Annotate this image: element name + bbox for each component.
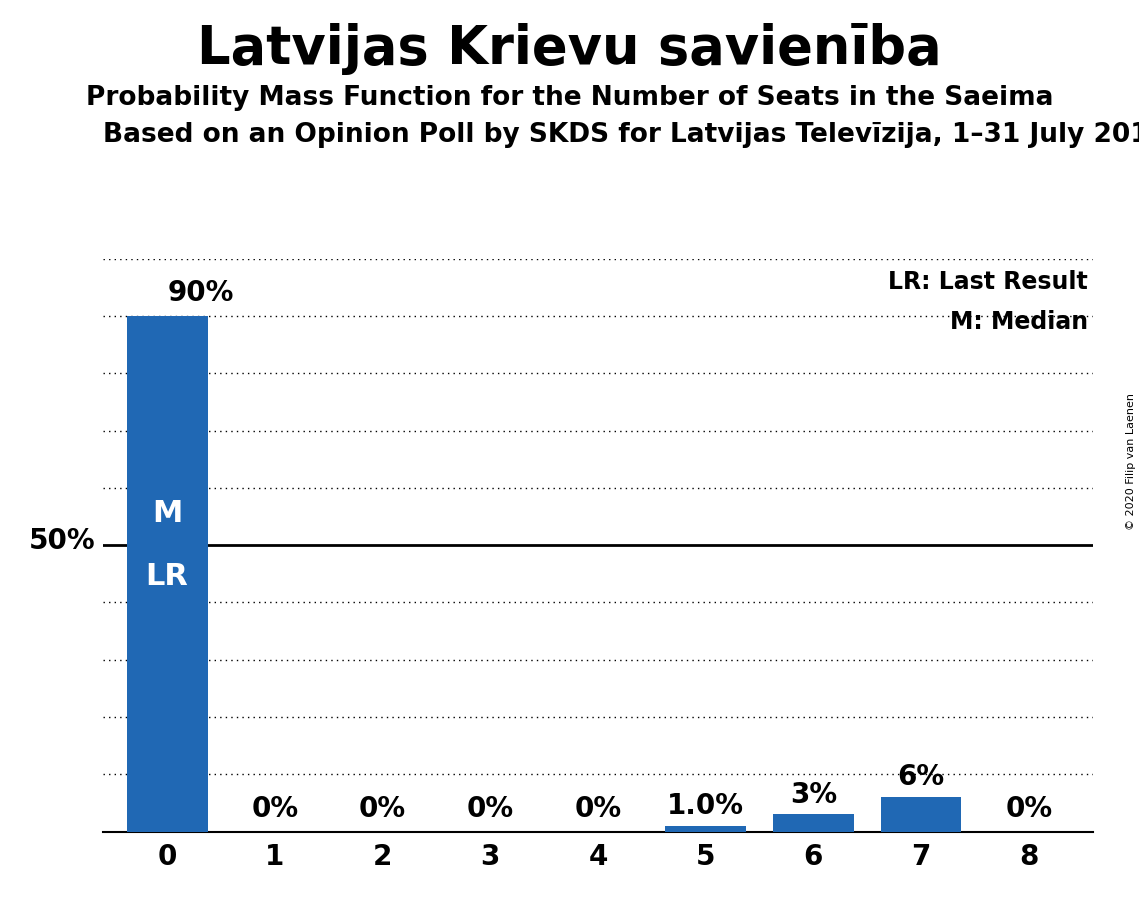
Text: M: Median: M: Median [950,310,1088,334]
Text: LR: LR [146,563,189,591]
Text: 0%: 0% [1006,795,1052,823]
Bar [126,316,207,832]
Text: 50%: 50% [28,527,95,554]
Text: © 2020 Filip van Laenen: © 2020 Filip van Laenen [1126,394,1136,530]
Text: 3%: 3% [789,781,837,808]
Text: 90%: 90% [167,279,233,308]
Bar [773,814,854,832]
Text: 6%: 6% [898,763,944,792]
Text: 0%: 0% [574,795,622,823]
Text: LR: Last Result: LR: Last Result [888,270,1088,294]
Bar [665,826,746,832]
Text: M: M [151,499,182,528]
Text: Based on an Opinion Poll by SKDS for Latvijas Televīzija, 1–31 July 2019: Based on an Opinion Poll by SKDS for Lat… [103,122,1139,148]
Text: Latvijas Krievu savienība: Latvijas Krievu savienība [197,23,942,75]
Text: 0%: 0% [467,795,514,823]
Text: 0%: 0% [252,795,298,823]
Text: 1.0%: 1.0% [667,792,744,821]
Bar [880,797,961,832]
Text: 0%: 0% [359,795,407,823]
Text: Probability Mass Function for the Number of Seats in the Saeima: Probability Mass Function for the Number… [85,85,1054,111]
